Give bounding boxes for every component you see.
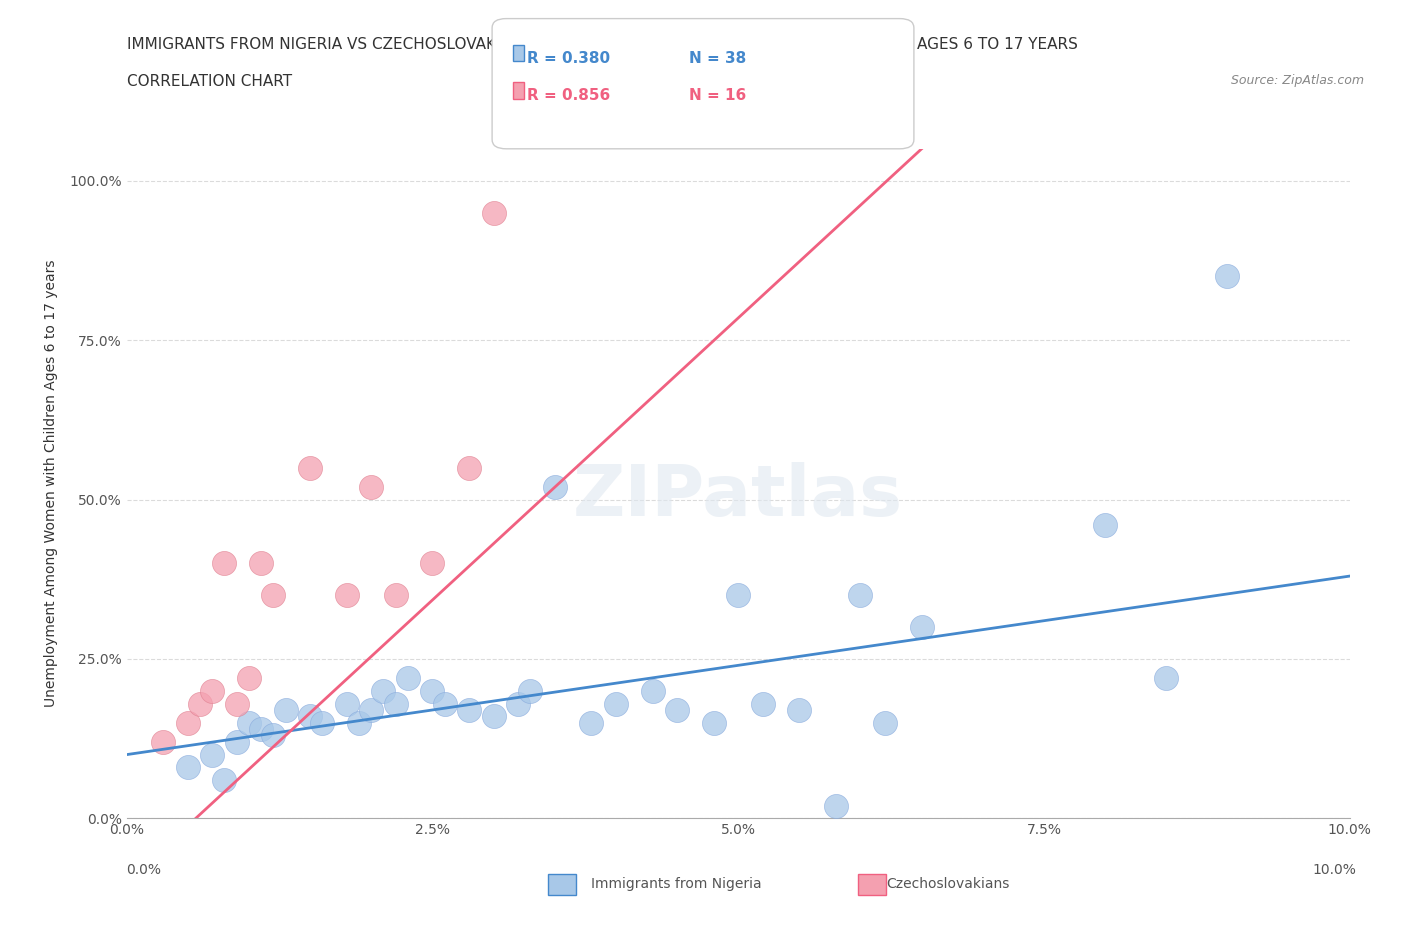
Point (849, 588, 872, 603)
Point (873, 715, 896, 730)
Text: R = 0.380: R = 0.380 (527, 51, 610, 66)
Text: Immigrants from Nigeria: Immigrants from Nigeria (591, 876, 761, 891)
Text: IMMIGRANTS FROM NIGERIA VS CZECHOSLOVAKIAN UNEMPLOYMENT AMONG WOMEN WITH CHILDRE: IMMIGRANTS FROM NIGERIA VS CZECHOSLOVAKI… (127, 37, 1077, 52)
Point (384, 588, 406, 603)
Point (238, 671, 260, 685)
Point (384, 697, 406, 711)
Point (433, 697, 456, 711)
Point (225, 735, 247, 750)
Point (1094, 518, 1116, 533)
Point (787, 702, 810, 717)
Point (225, 697, 247, 711)
Text: CORRELATION CHART: CORRELATION CHART (127, 74, 291, 89)
Text: 0.0%: 0.0% (127, 863, 162, 877)
Point (262, 728, 284, 743)
Point (177, 715, 200, 730)
Point (188, 697, 211, 711)
Point (299, 460, 322, 475)
Point (911, 619, 934, 634)
Point (605, 697, 627, 711)
Point (201, 684, 224, 698)
Point (250, 722, 273, 737)
Point (751, 697, 773, 711)
Point (1216, 269, 1239, 284)
Point (422, 684, 444, 698)
Point (311, 715, 333, 730)
Point (214, 556, 236, 571)
Point (482, 709, 505, 724)
Point (360, 479, 382, 494)
Point (262, 588, 284, 603)
Text: Czechoslovakians: Czechoslovakians (886, 876, 1010, 891)
Point (727, 588, 749, 603)
Point (1156, 671, 1178, 685)
Point (214, 773, 236, 788)
Point (201, 747, 224, 762)
Point (519, 684, 541, 698)
Point (458, 702, 481, 717)
Text: Source: ZipAtlas.com: Source: ZipAtlas.com (1230, 74, 1364, 87)
Text: ZIPatlas: ZIPatlas (574, 462, 903, 531)
Point (152, 735, 174, 750)
Text: N = 16: N = 16 (689, 88, 747, 103)
Point (825, 798, 848, 813)
Point (347, 715, 370, 730)
Point (422, 556, 444, 571)
Text: N = 38: N = 38 (689, 51, 747, 66)
Point (238, 715, 260, 730)
Point (299, 709, 322, 724)
Point (360, 702, 382, 717)
Y-axis label: Unemployment Among Women with Children Ages 6 to 17 years: Unemployment Among Women with Children A… (44, 259, 58, 708)
Point (458, 460, 481, 475)
Point (274, 702, 297, 717)
Point (581, 715, 603, 730)
Point (177, 760, 200, 775)
Point (482, 206, 505, 220)
Point (373, 684, 395, 698)
Text: 10.0%: 10.0% (1313, 863, 1357, 877)
Point (250, 556, 273, 571)
Point (666, 702, 689, 717)
Point (336, 697, 359, 711)
Point (641, 684, 664, 698)
Point (336, 588, 359, 603)
Point (543, 479, 565, 494)
Point (506, 697, 529, 711)
Point (396, 671, 419, 685)
Text: R = 0.856: R = 0.856 (527, 88, 610, 103)
Point (703, 715, 725, 730)
